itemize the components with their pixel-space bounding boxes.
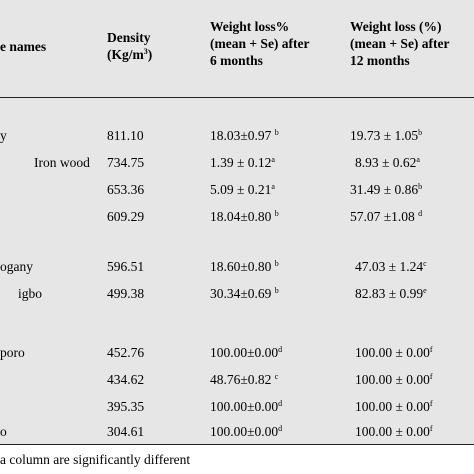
weight-loss-6m: 30.34±0.69 b bbox=[210, 286, 279, 301]
weight-loss-6m: 18.03±0.97 b bbox=[210, 128, 279, 143]
species-name: ogany bbox=[0, 259, 33, 274]
row-group-band bbox=[0, 240, 474, 327]
table-header-band bbox=[0, 0, 474, 97]
weight-loss-6m: 18.04±0.80 b bbox=[210, 209, 279, 224]
weight-loss-6m: 1.39 ± 0.12a bbox=[210, 155, 275, 170]
header-density: Density bbox=[107, 30, 151, 45]
density-value: 499.38 bbox=[107, 286, 145, 301]
weight-loss-12m: 100.00 ± 0.00f bbox=[355, 424, 433, 439]
row-group-band bbox=[0, 97, 474, 240]
weight-loss-12m: 57.07 ±1.08 d bbox=[350, 209, 423, 224]
header-weight-loss-12m-line2: (mean + Se) after bbox=[350, 36, 450, 51]
header-weight-loss-6m-line2: (mean + Se) after bbox=[210, 36, 310, 51]
density-value: 395.35 bbox=[107, 399, 145, 414]
weight-loss-12m: 100.00 ± 0.00f bbox=[355, 399, 433, 414]
weight-loss-6m: 100.00±0.00d bbox=[210, 424, 283, 439]
weight-loss-12m: 100.00 ± 0.00f bbox=[355, 372, 433, 387]
weight-loss-12m: 47.03 ± 1.24c bbox=[355, 259, 427, 274]
density-value: 452.76 bbox=[107, 345, 145, 360]
header-weight-loss-12m-line3: 12 months bbox=[350, 53, 410, 68]
density-value: 434.62 bbox=[107, 372, 145, 387]
header-density-unit: (Kg/m3) bbox=[107, 47, 153, 62]
species-name: Iron wood bbox=[34, 155, 90, 170]
weight-loss-12m: 8.93 ± 0.62a bbox=[355, 155, 420, 170]
density-value: 609.29 bbox=[107, 209, 145, 224]
weight-loss-12m: 82.83 ± 0.99e bbox=[355, 286, 427, 301]
species-name: o bbox=[0, 424, 7, 439]
weight-loss-12m: 100.00 ± 0.00f bbox=[355, 345, 433, 360]
weight-loss-6m: 5.09 ± 0.21a bbox=[210, 182, 275, 197]
weight-loss-6m: 48.76±0.82 c bbox=[210, 372, 279, 387]
weight-loss-12m: 19.73 ± 1.05b bbox=[350, 128, 423, 143]
density-value: 811.10 bbox=[107, 128, 144, 143]
header-species-name: e names bbox=[0, 39, 47, 54]
table-footnote: a column are significantly different bbox=[0, 452, 191, 467]
weight-loss-12m: 31.49 ± 0.86b bbox=[350, 182, 423, 197]
row-group-band bbox=[0, 327, 474, 444]
density-value: 596.51 bbox=[107, 259, 145, 274]
species-name: y bbox=[0, 128, 7, 143]
weight-loss-6m: 100.00±0.00d bbox=[210, 345, 283, 360]
header-rule bbox=[0, 97, 474, 98]
weight-loss-6m: 18.60±0.80 b bbox=[210, 259, 279, 274]
header-weight-loss-12m-line1: Weight loss (%) bbox=[350, 19, 442, 34]
header-weight-loss-6m-line1: Weight loss% bbox=[210, 19, 290, 34]
density-value: 734.75 bbox=[107, 155, 145, 170]
table-bottom-rule bbox=[0, 444, 474, 445]
density-value: 653.36 bbox=[107, 182, 145, 197]
density-value: 304.61 bbox=[107, 424, 145, 439]
weight-loss-6m: 100.00±0.00d bbox=[210, 399, 283, 414]
header-weight-loss-6m-line3: 6 months bbox=[210, 53, 263, 68]
species-name: poro bbox=[0, 345, 25, 360]
species-name: igbo bbox=[18, 286, 43, 301]
